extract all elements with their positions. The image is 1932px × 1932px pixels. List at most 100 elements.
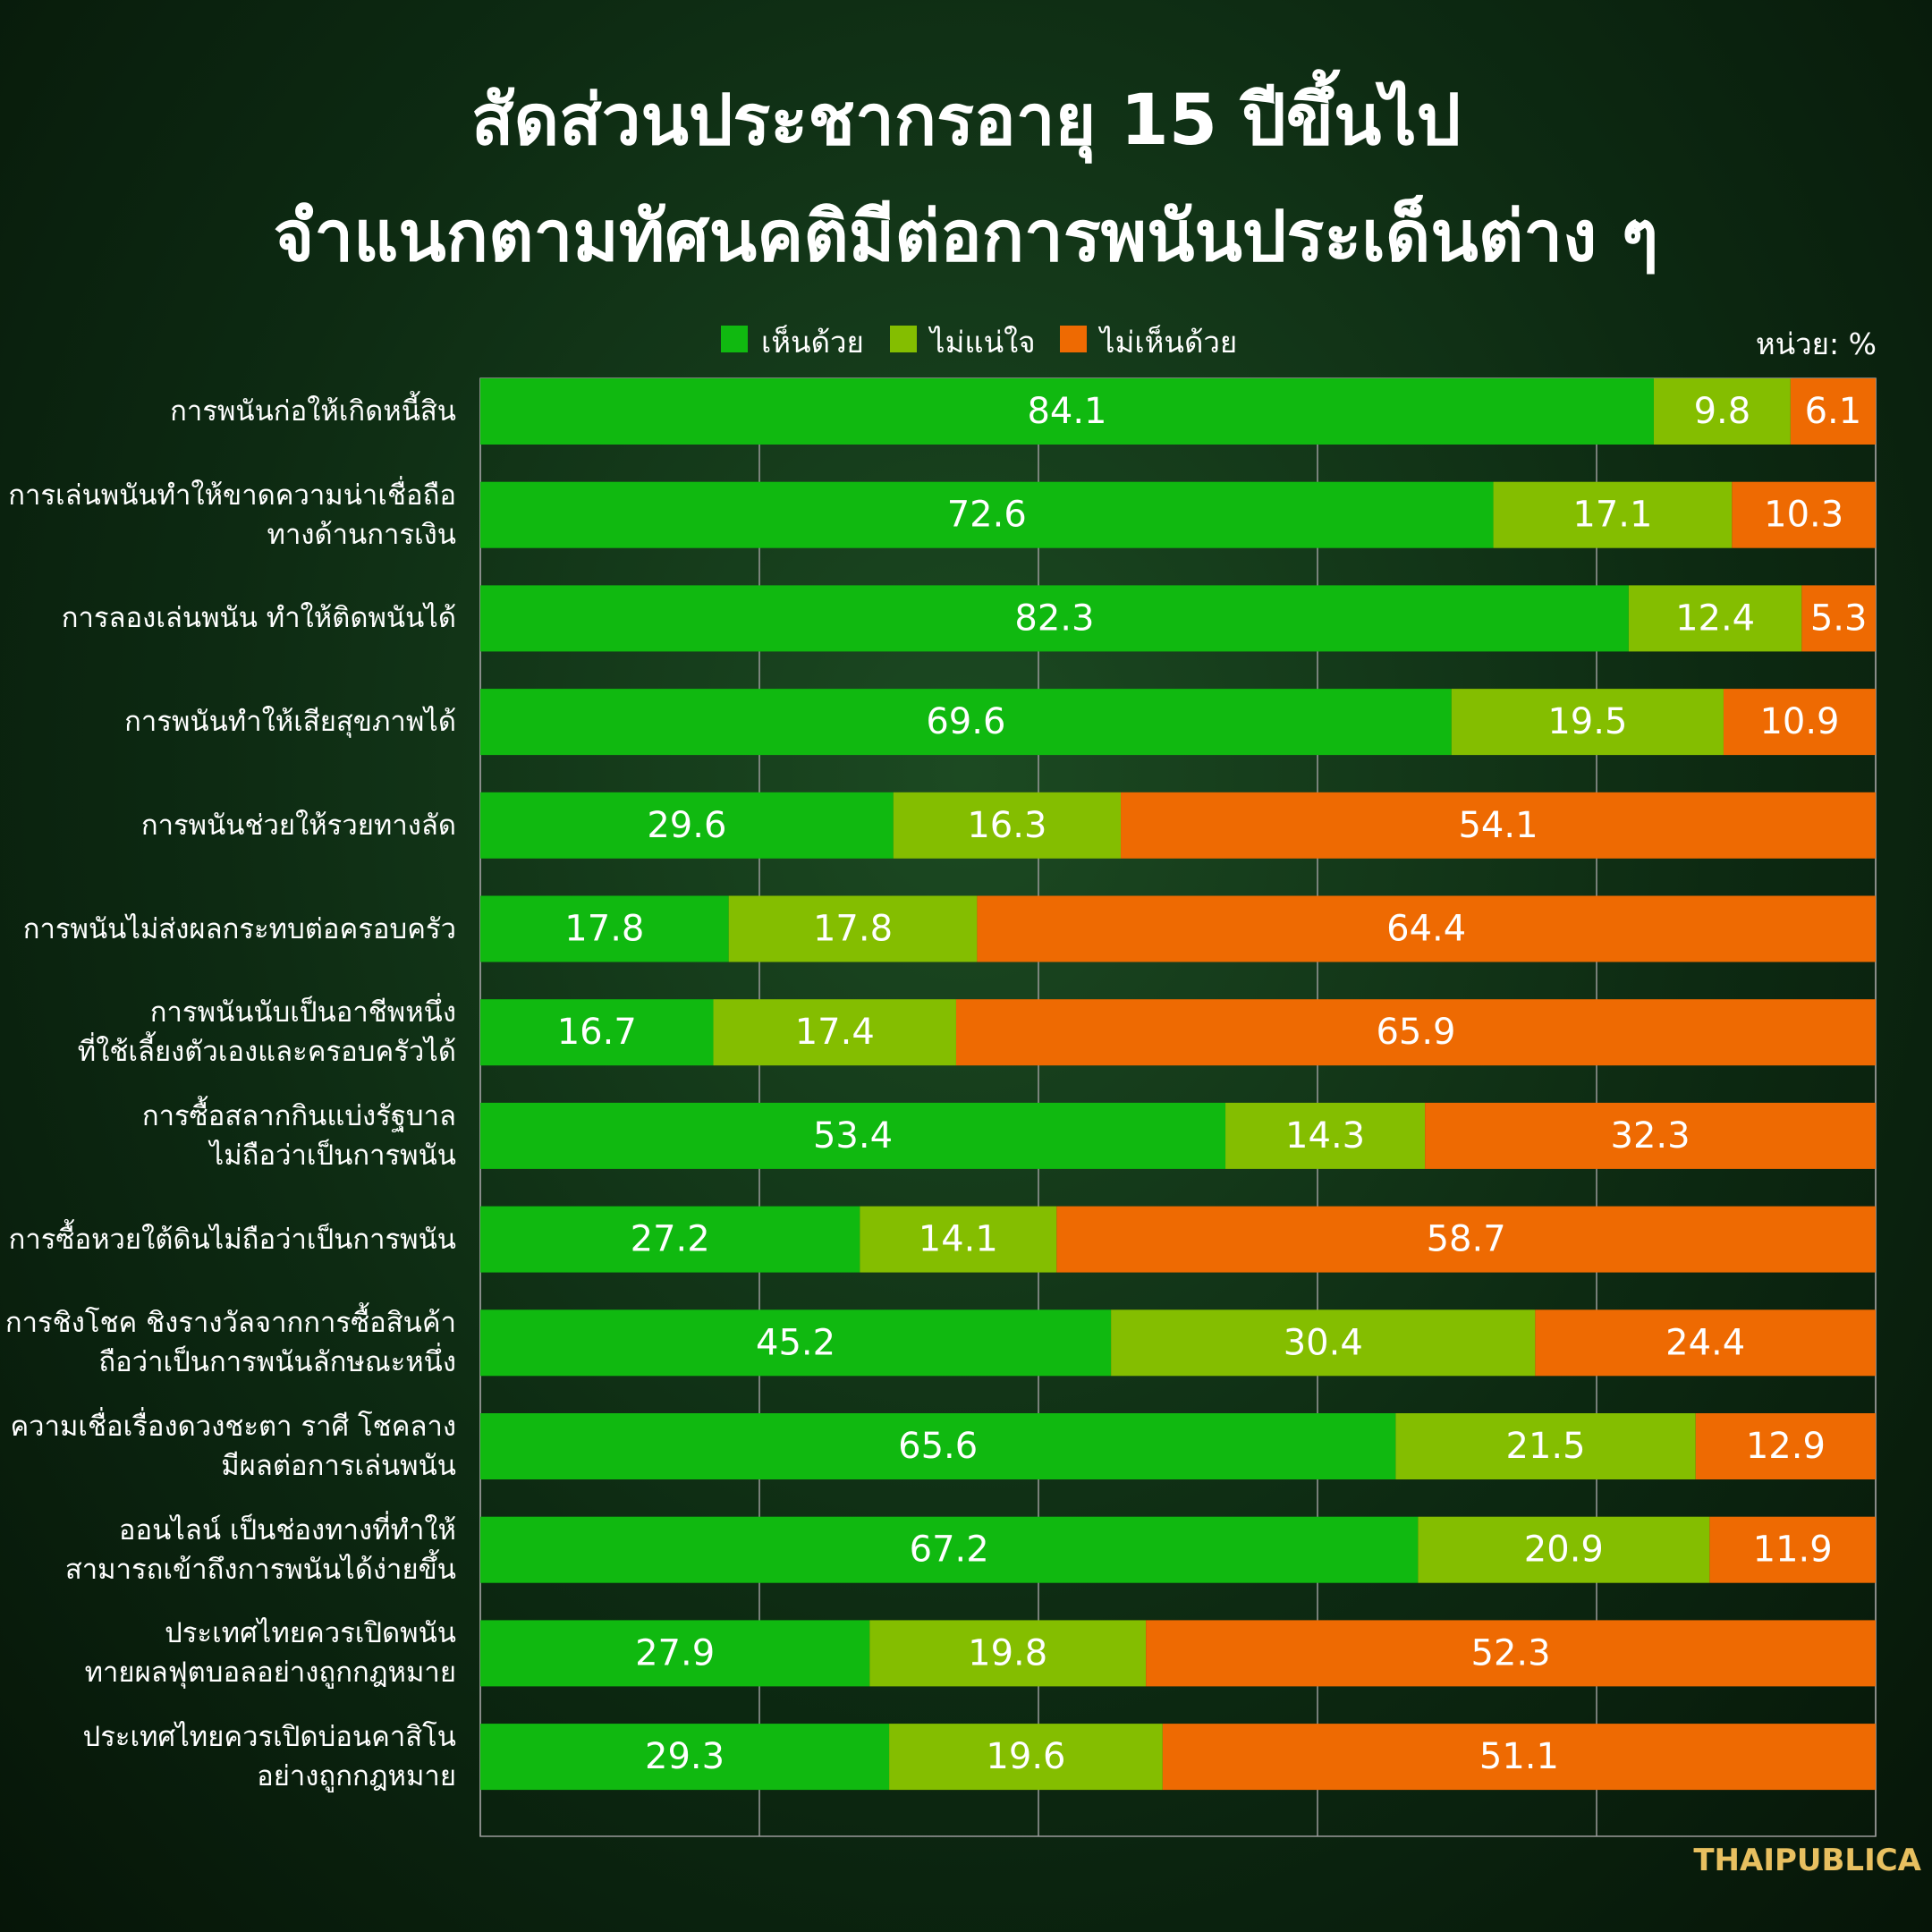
bar-segment	[1225, 1102, 1426, 1169]
value-label: 52.3	[1471, 1632, 1551, 1674]
value-label: 53.4	[813, 1115, 893, 1157]
bar-segment	[480, 585, 1629, 652]
value-label: 29.3	[645, 1736, 724, 1777]
bar-segment	[728, 895, 978, 962]
legend-label: ไม่แน่ใจ	[930, 325, 1036, 360]
bar-segment	[889, 1724, 1163, 1791]
bar-segment	[480, 378, 1654, 445]
bar-segment	[1628, 585, 1802, 652]
value-label: 24.4	[1665, 1322, 1745, 1363]
bar-segment	[1790, 378, 1876, 445]
bar-segment	[480, 1724, 890, 1791]
source: THAIPUBLICA	[1693, 1843, 1921, 1878]
bar-segment	[1111, 1309, 1536, 1377]
bar-segment	[1418, 1516, 1710, 1583]
value-label: 27.2	[631, 1219, 710, 1260]
bar-segment	[480, 1413, 1396, 1479]
bar-segment	[480, 792, 894, 859]
value-label: 21.5	[1506, 1426, 1586, 1467]
bar-segment	[480, 1206, 860, 1273]
value-label: 72.6	[947, 495, 1027, 536]
category-label: การพนันก่อให้เกิดหนี้สิน	[170, 395, 456, 428]
value-label: 10.3	[1764, 495, 1843, 536]
bar-segment	[480, 999, 714, 1066]
bar-segment	[480, 1102, 1226, 1169]
value-label: 20.9	[1524, 1530, 1604, 1571]
category-label: การซื้อหวยใต้ดินไม่ถือว่าเป็นการพนัน	[8, 1223, 456, 1256]
bar-segment	[1801, 585, 1876, 652]
bar-segment	[977, 895, 1876, 962]
bar-segment	[1535, 1309, 1876, 1377]
value-label: 5.3	[1810, 597, 1868, 639]
category-label: การเล่นพนันทำให้ขาดความน่าเชื่อถือ ทางด้…	[8, 479, 456, 551]
bar-segment	[1709, 1516, 1876, 1583]
category-label: การพนันนับเป็นอาชีพหนึ่ง ที่ใช้เลี้ยงตัว…	[77, 996, 456, 1069]
category-label: การซื้อสลากกินแบ่งรัฐบาล ไม่ถือว่าเป็นกา…	[141, 1099, 456, 1172]
value-label: 27.9	[635, 1632, 715, 1674]
category-label: ประเทศไทยควรเปิดบ่อนคาสิโน อย่างถูกกฎหมา…	[82, 1721, 456, 1793]
value-label: 65.6	[898, 1426, 978, 1467]
value-label: 14.3	[1285, 1115, 1365, 1157]
value-label: 19.6	[986, 1736, 1065, 1777]
legend-swatch	[1060, 326, 1087, 352]
bar-segment	[480, 481, 1494, 548]
legend-swatch	[890, 326, 917, 352]
bar-segment	[955, 999, 1876, 1066]
value-label: 9.8	[1694, 391, 1751, 432]
value-label: 67.2	[910, 1530, 989, 1571]
category-label: ประเทศไทยควรเปิดพนัน ทายผลฟุตบอลอย่างถูก…	[84, 1617, 456, 1690]
value-label: 84.1	[1027, 391, 1106, 432]
category-label: ความเชื่อเรื่องดวงชะตา ราศี โชคลาง มีผลต…	[10, 1411, 456, 1482]
value-label: 30.4	[1284, 1322, 1363, 1363]
value-label: 45.2	[756, 1322, 835, 1363]
bar-segment	[1451, 689, 1724, 756]
bar-segment	[480, 895, 729, 962]
category-label: ออนไลน์ เป็นช่องทางที่ทำให้ สามารถเข้าถึ…	[64, 1513, 456, 1586]
value-label: 58.7	[1427, 1219, 1506, 1260]
category-label: การลองเล่นพนัน ทำให้ติดพนันได้	[61, 602, 456, 635]
value-label: 82.3	[1014, 597, 1094, 639]
bar-segment	[1056, 1206, 1876, 1273]
value-label: 6.1	[1805, 391, 1862, 432]
bar-segment	[1723, 689, 1876, 756]
bar-segment	[1425, 1102, 1876, 1169]
bar-segment	[1732, 481, 1876, 548]
value-label: 11.9	[1753, 1530, 1833, 1571]
bar-segment	[1146, 1620, 1876, 1687]
bar-segment	[893, 792, 1122, 859]
bar-segment	[1121, 792, 1876, 859]
value-label: 32.3	[1611, 1115, 1690, 1157]
value-label: 16.3	[967, 805, 1046, 846]
bar-segment	[869, 1620, 1147, 1687]
bar-segment	[480, 1309, 1112, 1377]
value-label: 12.4	[1675, 597, 1755, 639]
value-label: 10.9	[1759, 701, 1839, 742]
value-label: 19.5	[1547, 701, 1627, 742]
bar-segment	[480, 1620, 870, 1687]
unit-label: หน่วย: %	[1755, 326, 1877, 361]
value-label: 17.4	[795, 1012, 875, 1053]
chart-title: สัดส่วนประชากรอายุ 15 ปีขึ้นไป จำแนกตามท…	[273, 80, 1659, 277]
category-label: การพนันทำให้เสียสุขภาพได้	[124, 706, 456, 739]
bar-segment	[860, 1206, 1057, 1273]
value-label: 54.1	[1458, 805, 1538, 846]
value-label: 14.1	[919, 1219, 998, 1260]
bar-segment	[480, 689, 1452, 756]
value-label: 12.9	[1746, 1426, 1826, 1467]
bar-segment	[1695, 1413, 1876, 1479]
bar-segment	[480, 1516, 1419, 1583]
bar-segment	[1653, 378, 1791, 445]
legend-label: เห็นด้วย	[761, 325, 864, 360]
value-label: 51.1	[1479, 1736, 1559, 1777]
value-label: 69.6	[926, 701, 1005, 742]
value-label: 17.8	[813, 909, 893, 950]
legend-label: ไม่เห็นด้วย	[1100, 325, 1238, 360]
category-label: การพนันช่วยให้รวยทางลัด	[140, 809, 456, 842]
category-label: การพนันไม่ส่งผลกระทบต่อครอบครัว	[22, 912, 456, 945]
value-label: 29.6	[647, 805, 726, 846]
value-label: 17.8	[564, 909, 644, 950]
bar-segment	[1162, 1724, 1876, 1791]
legend-swatch	[721, 326, 748, 352]
